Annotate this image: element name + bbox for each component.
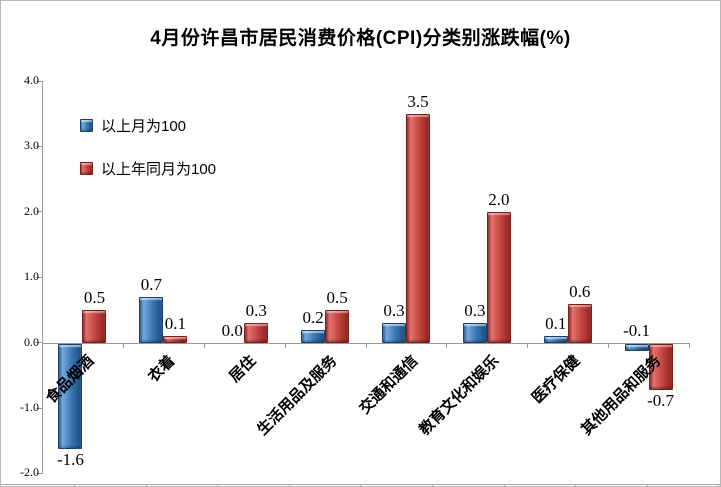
bar-value-label: -1.6 xyxy=(56,449,84,469)
category-axis-tick xyxy=(365,344,367,348)
bar-value-label: -0.7 xyxy=(647,390,675,410)
y-axis-line xyxy=(42,81,43,474)
y-axis-tick-label: 4.0 xyxy=(24,73,39,87)
y-axis-tick xyxy=(36,472,42,474)
legend-item-yoy: 以上年同月为100 xyxy=(80,158,216,179)
legend-label-mom: 以上月为100 xyxy=(101,118,187,135)
bottom-ruler-tick xyxy=(504,484,505,486)
bar-value-label: 0.3 xyxy=(245,301,267,321)
bar-value-label: 2.0 xyxy=(488,190,510,210)
category-axis-tick xyxy=(203,344,205,348)
bar-yoy-1 xyxy=(163,336,188,343)
bar-value-label: -0.1 xyxy=(623,321,651,340)
bar-yoy-4 xyxy=(405,114,430,343)
bar-yoy-0 xyxy=(82,310,107,343)
category-axis-tick xyxy=(122,344,124,348)
bottom-ruler-tick xyxy=(289,484,290,486)
bottom-ruler-tick xyxy=(74,484,75,486)
chart-title: 4月份许昌市居民消费价格(CPI)分类别涨跌幅(%) xyxy=(150,28,571,49)
bar-yoy-6 xyxy=(567,303,592,343)
bar-yoy-7 xyxy=(648,344,673,390)
y-axis-tick-label: 1.0 xyxy=(24,269,39,284)
legend-label-yoy: 以上年同月为100 xyxy=(101,161,217,178)
bar-mom-1 xyxy=(139,297,164,343)
bottom-border-ruler xyxy=(1,484,720,485)
bottom-ruler-tick xyxy=(718,484,719,486)
bar-value-label: 0.3 xyxy=(464,301,486,321)
bottom-ruler-tick xyxy=(360,484,361,486)
legend-swatch-red-icon xyxy=(80,162,93,175)
bar-value-label: 3.5 xyxy=(407,92,429,112)
y-axis-tick xyxy=(36,342,42,344)
y-axis-tick xyxy=(36,145,42,147)
bar-yoy-5 xyxy=(486,212,511,343)
bottom-ruler-tick xyxy=(647,484,648,486)
bar-value-label: 0.7 xyxy=(140,275,162,295)
category-axis-tick xyxy=(527,344,529,348)
bottom-ruler-tick xyxy=(217,484,218,486)
bar-mom-0 xyxy=(58,344,83,449)
legend-item-mom: 以上月为100 xyxy=(80,115,186,136)
y-axis-tick-label: -1.0 xyxy=(20,400,39,414)
bar-value-label: 0.1 xyxy=(545,314,567,334)
y-axis-tick-label: 0.0 xyxy=(24,334,39,349)
bottom-ruler-tick xyxy=(432,484,433,486)
bar-mom-4 xyxy=(381,323,406,343)
bar-yoy-2 xyxy=(244,323,269,343)
y-axis-tick-label: -2.0 xyxy=(20,465,39,480)
bottom-ruler-tick xyxy=(575,484,576,486)
category-axis-tick xyxy=(284,344,286,348)
bar-mom-3 xyxy=(301,329,326,343)
y-axis-tick xyxy=(36,211,42,213)
bar-yoy-3 xyxy=(325,310,350,343)
y-axis-tick-label: 3.0 xyxy=(24,138,39,153)
y-axis-tick xyxy=(36,407,42,409)
legend-swatch-blue-icon xyxy=(80,119,93,132)
y-axis-tick xyxy=(36,276,42,278)
bar-mom-5 xyxy=(462,323,487,343)
bar-value-label: 0.5 xyxy=(83,288,106,308)
bar-value-label: 0.5 xyxy=(326,288,348,308)
category-axis-tick xyxy=(446,344,448,348)
bar-value-label: 0.1 xyxy=(164,314,186,334)
bar-value-label: 0.3 xyxy=(383,301,405,321)
bar-value-label: 0.2 xyxy=(302,307,324,327)
bottom-ruler-tick xyxy=(146,484,147,486)
category-axis-tick xyxy=(689,344,690,348)
bar-value-label: 0.6 xyxy=(569,281,591,301)
bar-value-label: 0.0 xyxy=(221,321,243,340)
bar-mom-7 xyxy=(624,344,649,351)
category-axis-tick xyxy=(608,344,610,348)
category-axis-line xyxy=(42,343,690,344)
bar-mom-6 xyxy=(543,336,568,343)
y-axis-tick xyxy=(36,80,42,82)
category-axis-tick xyxy=(42,344,43,348)
y-axis-tick-label: 2.0 xyxy=(24,203,39,218)
